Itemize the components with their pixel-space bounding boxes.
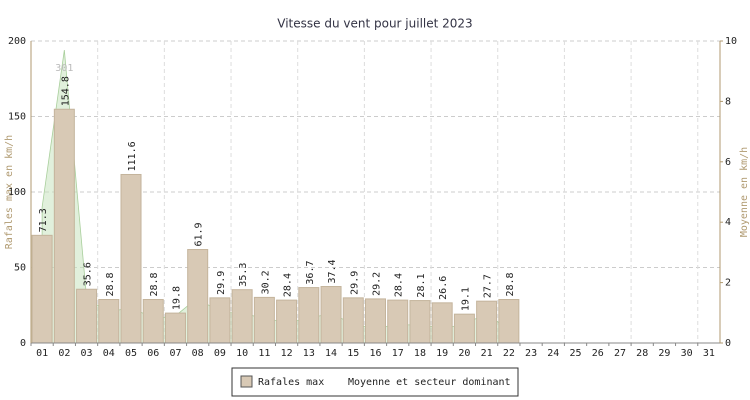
bar — [142, 299, 164, 344]
bar-label: 26.6 — [438, 276, 449, 300]
bar — [298, 287, 320, 344]
bar — [320, 286, 342, 344]
x-tick-label: 11 — [258, 348, 270, 359]
y2-tick-label: 6 — [725, 157, 731, 168]
bar-label: 28.4 — [394, 273, 405, 297]
bar-label: 29.9 — [349, 271, 360, 295]
x-tick-label: 29 — [658, 348, 670, 359]
bar-label: 154.8 — [60, 76, 71, 106]
x-tick-label: 14 — [325, 348, 337, 359]
x-tick-label: 31 — [703, 348, 715, 359]
x-tick-label: 10 — [236, 348, 248, 359]
bar-label: 28.1 — [416, 273, 427, 297]
bar — [53, 108, 75, 344]
y2-axis-label: Moyenne en km/h — [739, 147, 750, 237]
bar — [476, 300, 498, 344]
legend-label: Rafales max — [258, 377, 324, 388]
bar-label: 30.2 — [260, 270, 271, 294]
bar-label: 35.3 — [238, 263, 249, 287]
x-tick-label: 21 — [481, 348, 493, 359]
x-tick-label: 28 — [636, 348, 648, 359]
bar — [120, 173, 142, 344]
bar-label: 28.8 — [149, 272, 160, 296]
y2-tick-label: 8 — [725, 96, 731, 107]
y-axis-label: Rafales max en km/h — [4, 135, 15, 249]
x-tick-label: 22 — [503, 348, 515, 359]
bar — [187, 249, 209, 344]
bar-label: 61.9 — [194, 222, 205, 246]
x-tick-label: 07 — [169, 348, 181, 359]
bar-label: 28.8 — [505, 272, 516, 296]
x-tick-label: 01 — [36, 348, 48, 359]
bar — [498, 299, 520, 344]
x-tick-label: 20 — [458, 348, 470, 359]
bar — [231, 289, 253, 344]
x-tick-label: 25 — [570, 348, 582, 359]
bar — [98, 299, 120, 344]
bar — [31, 234, 53, 344]
y-tick-label: 150 — [8, 112, 26, 123]
bar — [76, 288, 98, 344]
x-tick-label: 27 — [614, 348, 626, 359]
y-tick-label: 0 — [20, 338, 26, 349]
x-tick-label: 26 — [592, 348, 604, 359]
bar — [164, 312, 186, 344]
bar — [342, 297, 364, 344]
bar — [409, 300, 431, 344]
bar-label: 28.8 — [105, 272, 116, 296]
y2-tick-label: 0 — [725, 338, 731, 349]
sector-label: 301 — [55, 63, 73, 74]
bar — [431, 302, 453, 344]
x-tick-label: 08 — [192, 348, 204, 359]
bar-label: 28.4 — [283, 273, 294, 297]
bar-label: 111.6 — [127, 141, 138, 171]
bar-label: 29.2 — [372, 272, 383, 296]
x-tick-label: 24 — [547, 348, 559, 359]
bar — [387, 299, 409, 344]
x-tick-label: 30 — [681, 348, 693, 359]
bar-label: 36.7 — [305, 260, 316, 284]
y-tick-label: 50 — [14, 263, 26, 274]
x-tick-label: 19 — [436, 348, 448, 359]
bar — [364, 298, 387, 344]
y2-tick-label: 4 — [725, 217, 731, 228]
x-tick-label: 09 — [214, 348, 226, 359]
bar-label: 19.1 — [460, 287, 471, 311]
legend-box — [231, 367, 519, 397]
bar-label: 37.4 — [327, 259, 338, 283]
x-tick-label: 18 — [414, 348, 426, 359]
x-tick-label: 06 — [147, 348, 159, 359]
x-tick-label: 13 — [303, 348, 315, 359]
bar — [453, 313, 475, 344]
legend-label: Moyenne et secteur dominant — [348, 377, 511, 388]
x-tick-label: 12 — [281, 348, 293, 359]
bar — [276, 299, 298, 344]
y-tick-label: 200 — [8, 36, 26, 47]
x-tick-label: 16 — [369, 348, 381, 359]
x-tick-label: 05 — [125, 348, 137, 359]
x-tick-label: 17 — [392, 348, 404, 359]
x-tick-label: 03 — [81, 348, 93, 359]
bar-label: 29.9 — [216, 271, 227, 295]
y2-tick-label: 2 — [725, 278, 731, 289]
chart-title: Vitesse du vent pour juillet 2023 — [277, 17, 472, 31]
bar — [253, 296, 275, 344]
x-tick-label: 15 — [347, 348, 359, 359]
bar-label: 19.8 — [171, 286, 182, 310]
y-tick-label: 100 — [8, 187, 26, 198]
bar — [209, 297, 231, 344]
x-tick-label: 02 — [58, 348, 70, 359]
x-tick-label: 23 — [525, 348, 537, 359]
bar-label: 71.3 — [38, 208, 49, 232]
legend-swatch — [240, 375, 253, 388]
bar-label: 27.7 — [483, 274, 494, 298]
bar-label: 35.6 — [83, 262, 94, 286]
x-tick-label: 04 — [103, 348, 115, 359]
y2-tick-label: 10 — [725, 36, 737, 47]
